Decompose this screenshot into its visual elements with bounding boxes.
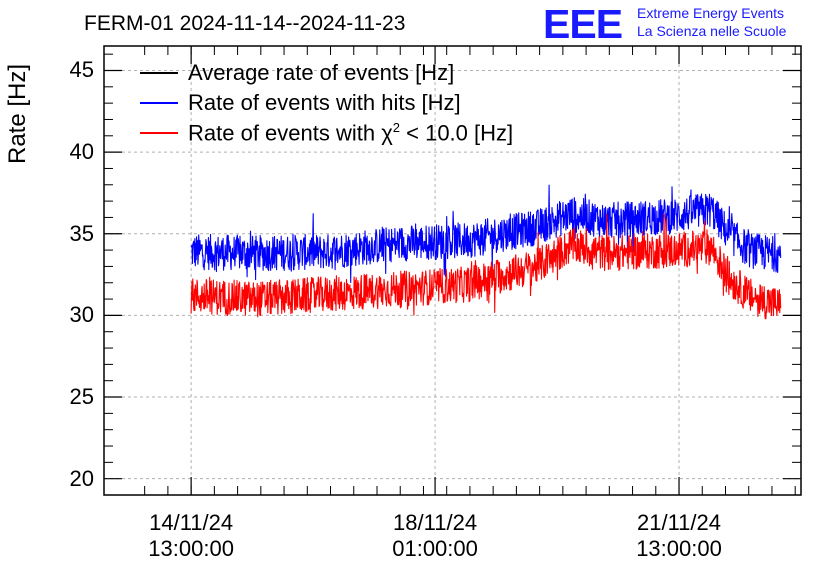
y-tick-label: 40 [69, 139, 94, 165]
x-tick-label: 14/11/24 13:00:00 [131, 510, 251, 562]
chart-title: FERM-01 2024-11-14--2024-11-23 [84, 12, 406, 35]
legend-swatch-chi2 [140, 132, 178, 134]
legend-label-chi2: Rate of events with χ2 < 10.0 [Hz] [188, 120, 513, 146]
axis-ticks [104, 46, 801, 496]
legend-entry-chi2: Rate of events with χ2 < 10.0 [Hz] [140, 118, 513, 148]
series-chi2-line [190, 213, 782, 320]
legend-swatch-hits [140, 102, 178, 104]
x-tick-label-date: 18/11/24 [393, 510, 478, 535]
x-tick-label-time: 13:00:00 [148, 536, 234, 561]
y-tick-label: 20 [69, 465, 94, 491]
x-tick-label-time: 01:00:00 [392, 536, 478, 561]
legend-swatch-average [140, 72, 178, 74]
legend-entry-hits: Rate of events with hits [Hz] [140, 88, 513, 118]
logo-caption-line1: Extreme Energy Events [637, 5, 785, 21]
chi-superscript: 2 [392, 119, 401, 135]
legend-label-chi2-pre: Rate of events with [188, 120, 382, 146]
series-hits-line [190, 184, 782, 284]
legend-entry-average: Average rate of events [Hz] [140, 58, 513, 88]
legend-label-average: Average rate of events [Hz] [188, 60, 455, 85]
legend-label-chi2-post: < 10.0 [Hz] [400, 120, 514, 146]
y-tick-label: 45 [69, 57, 94, 83]
legend: Average rate of events [Hz] Rate of even… [140, 58, 513, 148]
chi-symbol: χ [381, 120, 393, 146]
y-tick-label: 35 [69, 220, 94, 246]
y-axis-label: Rate [Hz] [4, 63, 31, 164]
logo-caption: Extreme Energy Events La Scienza nelle S… [637, 4, 786, 40]
y-tick-label: 25 [69, 384, 94, 410]
plot-frame [103, 45, 802, 496]
x-tick-label-date: 21/11/24 [637, 510, 722, 535]
x-tick-label-time: 13:00:00 [636, 536, 722, 561]
series-layer [190, 184, 782, 320]
eee-logo: EEE [543, 1, 623, 47]
x-tick-label: 18/11/24 01:00:00 [375, 510, 495, 562]
legend-label-hits: Rate of events with hits [Hz] [188, 90, 461, 115]
logo-caption-line2: La Scienza nelle Scuole [637, 23, 787, 39]
y-tick-label: 30 [69, 302, 94, 328]
x-tick-label-date: 14/11/24 [149, 510, 234, 535]
x-tick-label: 21/11/24 13:00:00 [619, 510, 739, 562]
